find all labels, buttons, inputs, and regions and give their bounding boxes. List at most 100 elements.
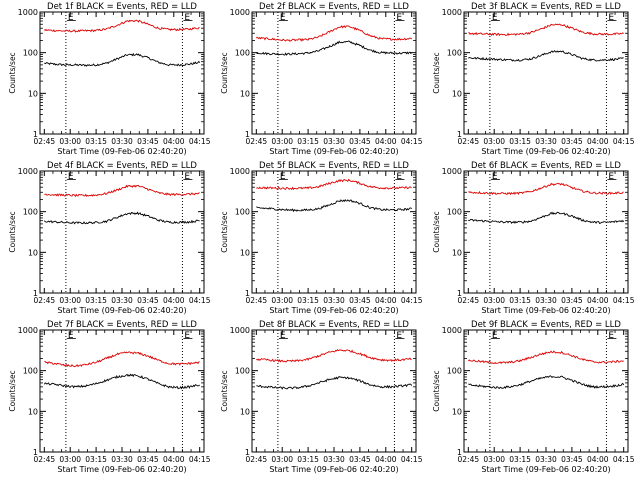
x-tick-label: 02:45	[246, 455, 268, 464]
x-tick-label: 04:00	[375, 137, 397, 146]
marker-label: E	[396, 331, 402, 341]
x-tick-label: 04:15	[613, 137, 635, 146]
plot-frame	[463, 329, 629, 453]
series-line-events	[468, 49, 624, 62]
y-tick-label: 1	[33, 289, 38, 298]
marker-label: E	[68, 331, 74, 341]
x-tick-label: 03:15	[509, 137, 531, 146]
x-tick-label: 03:00	[271, 296, 293, 305]
marker-label: E	[396, 13, 402, 23]
marker-label: E	[280, 13, 286, 23]
marker-label: E	[608, 331, 614, 341]
series-line-events	[43, 373, 200, 390]
x-tick-label: 03:30	[111, 137, 133, 146]
series-line-lld	[44, 351, 200, 368]
x-tick-label: 04:00	[587, 137, 609, 146]
marker-label: E	[608, 13, 614, 23]
x-tick-label: 03:00	[483, 137, 505, 146]
y-tick-label: 1000	[230, 167, 250, 176]
marker-label: E	[184, 172, 190, 182]
y-tick-label: 1000	[442, 8, 462, 17]
x-tick-label: 04:00	[163, 296, 185, 305]
plot-frame	[251, 329, 417, 453]
y-axis-label: Counts/sec	[220, 52, 229, 93]
x-tick-label: 03:45	[137, 296, 159, 305]
x-tick-label: 04:15	[401, 455, 423, 464]
y-tick-label: 100	[235, 367, 250, 376]
y-tick-label: 1000	[18, 8, 38, 17]
y-tick-label: 10	[240, 407, 250, 416]
x-axis-label: Start Time (09-Feb-06 02:40:20)	[481, 465, 610, 474]
x-tick-label: 03:00	[59, 137, 81, 146]
y-tick-label: 100	[23, 367, 38, 376]
series-line-lld	[467, 350, 624, 365]
plot-frame	[463, 170, 629, 294]
x-axis-label: Start Time (09-Feb-06 02:40:20)	[269, 465, 398, 474]
x-tick-label: 03:15	[509, 296, 531, 305]
y-tick-label: 1000	[442, 326, 462, 335]
x-tick-label: 04:15	[189, 137, 211, 146]
x-tick-label: 03:45	[561, 455, 583, 464]
x-tick-label: 03:45	[349, 296, 371, 305]
y-tick-label: 10	[240, 89, 250, 98]
y-tick-label: 1	[457, 448, 462, 457]
x-axis-label: Start Time (09-Feb-06 02:40:20)	[269, 306, 398, 315]
x-tick-label: 03:00	[271, 455, 293, 464]
chart-title: Det 2f BLACK = Events, RED = LLD	[259, 2, 409, 12]
x-tick-label: 04:15	[613, 296, 635, 305]
x-tick-label: 03:30	[535, 137, 557, 146]
series-line-events	[256, 376, 413, 390]
y-axis-label: Counts/sec	[432, 370, 441, 411]
x-tick-label: 03:15	[85, 455, 107, 464]
x-tick-label: 03:00	[59, 296, 81, 305]
chart-title: Det 9f BLACK = Events, RED = LLD	[471, 320, 621, 330]
x-tick-label: 04:00	[587, 296, 609, 305]
x-tick-label: 03:30	[111, 455, 133, 464]
y-axis-label: Counts/sec	[432, 211, 441, 252]
x-tick-label: 04:15	[401, 296, 423, 305]
y-tick-label: 1	[245, 289, 250, 298]
x-tick-label: 03:15	[297, 455, 319, 464]
y-tick-label: 100	[447, 208, 462, 217]
x-tick-label: 02:45	[246, 296, 268, 305]
marker-label: E	[280, 172, 286, 182]
y-tick-label: 1	[245, 130, 250, 139]
y-tick-label: 1	[33, 130, 38, 139]
chart-title: Det 1f BLACK = Events, RED = LLD	[47, 2, 197, 12]
y-tick-label: 10	[28, 407, 38, 416]
plot-frame	[463, 11, 629, 135]
series-line-events	[44, 52, 201, 67]
y-tick-label: 10	[452, 89, 462, 98]
marker-label: E	[396, 172, 402, 182]
plot-frame	[251, 11, 417, 135]
plot-frame	[251, 170, 417, 294]
x-tick-label: 04:00	[587, 455, 609, 464]
y-tick-label: 1000	[18, 326, 38, 335]
y-tick-label: 10	[452, 407, 462, 416]
y-tick-label: 1	[457, 289, 462, 298]
x-tick-label: 03:30	[535, 455, 557, 464]
x-tick-label: 03:00	[483, 455, 505, 464]
x-tick-label: 03:15	[85, 137, 107, 146]
y-tick-label: 100	[447, 49, 462, 58]
y-tick-label: 1	[33, 448, 38, 457]
series-line-lld	[256, 349, 412, 363]
x-axis-label: Start Time (09-Feb-06 02:40:20)	[481, 147, 610, 156]
x-tick-label: 03:15	[85, 296, 107, 305]
y-axis-label: Counts/sec	[8, 52, 17, 93]
y-tick-label: 100	[23, 49, 38, 58]
series-line-events	[468, 375, 625, 390]
marker-label: E	[492, 331, 498, 341]
x-tick-label: 04:00	[375, 296, 397, 305]
y-tick-label: 10	[28, 248, 38, 257]
x-tick-label: 03:30	[535, 296, 557, 305]
x-axis-label: Start Time (09-Feb-06 02:40:20)	[269, 147, 398, 156]
series-line-lld	[43, 19, 200, 33]
x-tick-label: 02:45	[458, 455, 480, 464]
